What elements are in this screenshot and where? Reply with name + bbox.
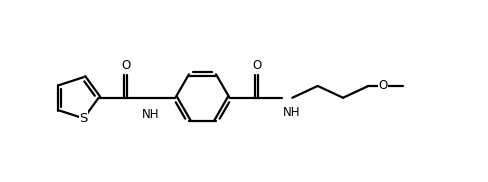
- Text: NH: NH: [283, 106, 300, 119]
- Text: O: O: [378, 79, 387, 92]
- Text: NH: NH: [142, 108, 159, 121]
- Text: S: S: [80, 112, 88, 125]
- Text: O: O: [252, 59, 261, 72]
- Text: O: O: [121, 59, 130, 72]
